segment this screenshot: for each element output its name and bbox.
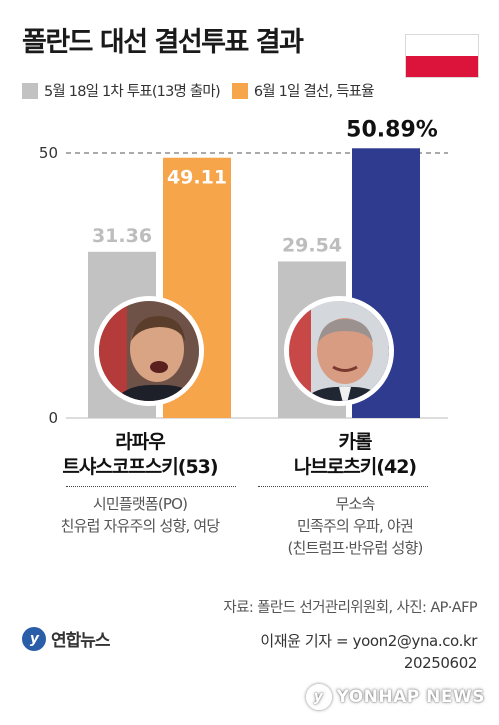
- candidate-party: 시민플랫폼(PO): [92, 495, 188, 513]
- value-label-first-round: 29.54: [282, 234, 342, 256]
- candidate-photo-nawrocki: [284, 296, 394, 406]
- candidate-name-line2: 트샤스코프스키(53): [62, 456, 218, 478]
- poland-flag-icon: [405, 34, 479, 78]
- candidate-name-trzaskowski: 라파우 트샤스코프스키(53): [40, 430, 240, 480]
- reporter-credit: 이재윤 기자 = yoon2@yna.co.kr: [260, 632, 477, 650]
- yonhap-logo-text: 연합뉴스: [51, 631, 111, 651]
- page-title: 폴란드 대선 결선투표 결과: [22, 27, 304, 58]
- legend-swatch-first-round: [22, 82, 38, 99]
- divider-right: [258, 486, 428, 487]
- value-label-first-round: 31.36: [92, 225, 152, 247]
- yonhap-logo-icon: y: [22, 626, 46, 651]
- publish-date: 20250602: [403, 654, 478, 672]
- candidate-info-nawrocki: 무소속 민족주의 우파, 야권 (친트럼프·반유럽 성향): [225, 493, 485, 559]
- candidate-note: (친트럼프·반유럽 성향): [287, 539, 423, 557]
- source-text: 자료: 폴란드 선거관리위원회, 사진: AP·AFP: [223, 600, 477, 616]
- flag-red-stripe: [406, 56, 478, 77]
- watermark-text: YONHAP NEWS: [336, 687, 485, 707]
- divider-left: [66, 486, 236, 487]
- yonhap-logo: y 연합뉴스: [22, 626, 111, 651]
- candidate-orientation: 친유럽 자유주의 성향, 여당: [60, 517, 221, 535]
- candidate-name-line1: 카롤: [338, 431, 373, 453]
- candidate-name-line2: 나브로츠키(42): [293, 456, 417, 478]
- candidate-name-nawrocki: 카롤 나브로츠키(42): [255, 430, 455, 480]
- value-label-second-round: 50.89%: [346, 117, 438, 142]
- legend-label-second-round: 6월 1일 결선, 득표율: [253, 84, 375, 100]
- legend: 5월 18일 1차 투표(13명 출마) 6월 1일 결선, 득표율: [22, 80, 375, 101]
- candidate-name-line1: 라파우: [115, 431, 165, 453]
- legend-label-first-round: 5월 18일 1차 투표(13명 출마): [44, 84, 221, 100]
- watermark: y YONHAP NEWS: [305, 684, 485, 710]
- candidate-party: 무소속: [335, 495, 375, 513]
- watermark-logo-icon: y: [305, 684, 332, 710]
- y-tick-label: 50: [39, 144, 58, 162]
- value-label-second-round: 49.11: [167, 167, 227, 189]
- flag-white-stripe: [406, 35, 478, 56]
- y-tick-label: 0: [48, 409, 58, 427]
- candidate-orientation: 민족주의 우파, 야권: [297, 517, 414, 535]
- credit: 이재윤 기자 = yoon2@yna.co.kr 20250602: [260, 630, 477, 674]
- bar-chart: 0 50 31.36 49.11 29.54 50.89%: [39, 117, 448, 427]
- candidate-photo-trzaskowski: [94, 296, 204, 406]
- legend-swatch-second-round: [231, 82, 248, 99]
- candidate-info-trzaskowski: 시민플랫폼(PO) 친유럽 자유주의 성향, 여당: [20, 493, 260, 537]
